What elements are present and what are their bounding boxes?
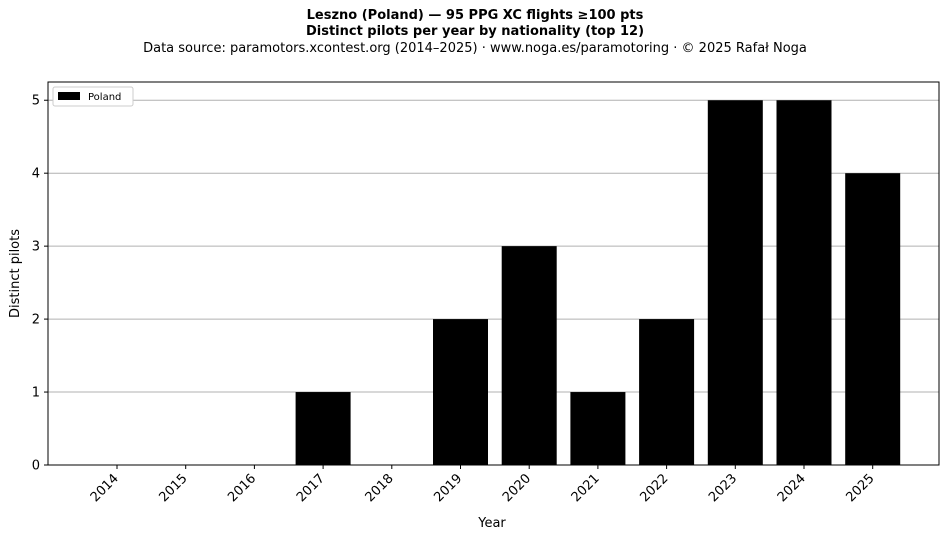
plot-frame	[47, 81, 940, 466]
bar-2024	[776, 100, 832, 465]
y-tick-label: 5	[32, 94, 40, 109]
legend-frame	[52, 86, 134, 107]
chart-title-block: Leszno (Poland) — 95 PPG XC flights ≥100…	[0, 8, 950, 58]
x-tick-label: 2023	[706, 471, 740, 505]
y-axis-label: Distinct pilots	[8, 229, 23, 318]
x-axis: 2014 2015 2016 2017 2018 2019 2020 2021 2022 2023…	[88, 465, 878, 505]
y-tick-label: 2	[32, 313, 40, 328]
x-tick-label: 2014	[88, 471, 122, 505]
y-tick-label: 1	[32, 386, 40, 401]
bar-2023	[707, 100, 763, 465]
x-axis-label: Year	[477, 516, 506, 531]
bar-2025	[845, 173, 901, 465]
legend-swatch-poland	[58, 92, 80, 100]
x-tick-label: 2015	[157, 471, 191, 505]
x-tick-label: 2022	[637, 471, 671, 505]
x-tick-label: 2016	[225, 471, 259, 505]
bar-2017	[295, 392, 351, 465]
bars	[295, 100, 901, 465]
x-tick-label: 2020	[500, 471, 534, 505]
x-tick-label: 2019	[431, 471, 465, 505]
chart-source-note: Data source: paramotors.xcontest.org (20…	[143, 41, 807, 56]
y-tick-label: 0	[32, 459, 40, 474]
bar-2019	[433, 319, 488, 465]
x-tick-label: 2025	[844, 471, 878, 505]
y-tick-label: 4	[32, 167, 40, 182]
x-tick-label: 2024	[775, 471, 809, 505]
bar-2022	[639, 319, 695, 465]
x-tick-label: 2018	[363, 471, 397, 505]
y-tick-label: 3	[32, 240, 40, 255]
bar-2021	[570, 392, 626, 465]
x-tick-label: 2021	[569, 471, 603, 505]
y-axis: 0 1 2 3 4 5	[32, 94, 48, 474]
legend: Poland	[52, 86, 134, 107]
chart-subtitle: Distinct pilots per year by nationality …	[305, 24, 645, 39]
legend-label-poland: Poland	[88, 92, 121, 103]
bar-2020	[501, 246, 557, 465]
chart-title: Leszno (Poland) — 95 PPG XC flights ≥100…	[306, 8, 644, 23]
x-tick-label: 2017	[294, 471, 328, 505]
